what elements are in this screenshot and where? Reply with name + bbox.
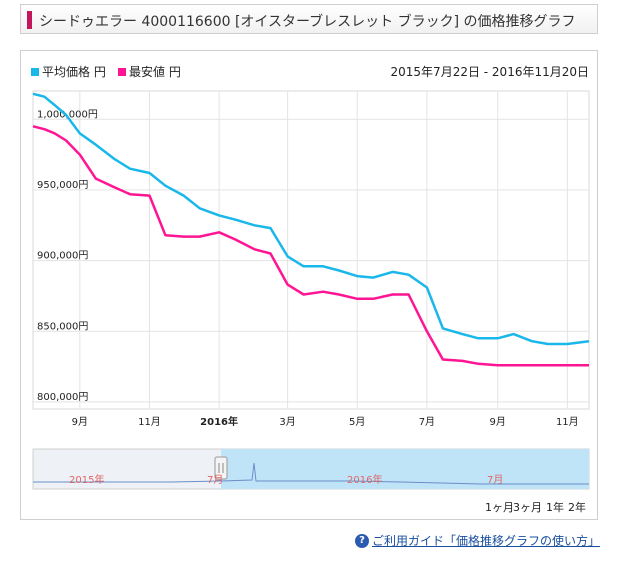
range-button-1y[interactable]: 1年 [546, 500, 564, 514]
navigator-label-jul-2015: 7月 [207, 474, 223, 486]
x-tick-label: 2016年 [200, 415, 238, 428]
x-tick-label: 7月 [419, 416, 435, 428]
x-tick-label: 9月 [72, 416, 88, 428]
navigator-label-2015: 2015年 [69, 473, 104, 486]
y-tick-label: 900,000円 [37, 251, 88, 262]
legend-label-average: 平均価格 円 [42, 64, 106, 79]
legend-swatch-average [31, 68, 39, 76]
price-chart[interactable]: 平均価格 円 最安値 円 2015年7月22日 - 2016年11月20日 80… [21, 51, 599, 521]
range-button-1m[interactable]: 1ヶ月 [485, 501, 514, 514]
help-guide-link-text[interactable]: ご利用ガイド「価格推移グラフの使い方」 [371, 534, 600, 548]
navigator-line [33, 462, 589, 485]
legend-swatch-lowest [118, 68, 126, 76]
range-button-2y[interactable]: 2年 [568, 500, 586, 514]
navigator[interactable]: 2015年 7月 2016年 7月 [32, 448, 590, 490]
title-bar: シードゥエラー 4000116600 [オイスターブレスレット ブラック] の価… [20, 4, 598, 34]
legend-label-lowest: 最安値 円 [129, 64, 181, 79]
x-tick-label: 9月 [489, 416, 505, 428]
series-line-lowest[interactable] [32, 125, 589, 367]
range-buttons: 1ヶ月 3ヶ月 1年 2年 [485, 500, 586, 514]
page-title: シードゥエラー 4000116600 [オイスターブレスレット ブラック] の価… [39, 14, 576, 30]
range-button-3m[interactable]: 3ヶ月 [513, 501, 542, 514]
x-tick-label: 3月 [279, 416, 295, 428]
x-tick-label: 11月 [556, 416, 579, 428]
x-tick-label: 11月 [138, 416, 161, 428]
y-tick-label: 850,000円 [37, 321, 88, 332]
help-icon: ? [354, 533, 369, 548]
help-guide-link[interactable]: ? ご利用ガイド「価格推移グラフの使い方」 [354, 532, 600, 549]
navigator-selection[interactable] [221, 449, 589, 489]
navigator-label-jul-2016: 7月 [487, 474, 503, 486]
y-tick-label: 800,000円 [37, 392, 88, 403]
chart-frame: 平均価格 円 最安値 円 2015年7月22日 - 2016年11月20日 80… [20, 50, 598, 520]
navigator-handle[interactable] [214, 456, 228, 480]
x-tick-label: 5月 [349, 416, 365, 428]
series-line-average[interactable] [32, 92, 590, 346]
title-accent [27, 11, 32, 29]
plot-border [32, 90, 590, 410]
date-range-label: 2015年7月22日 - 2016年11月20日 [391, 65, 589, 79]
y-tick-label: 950,000円 [37, 180, 88, 191]
navigator-label-2016: 2016年 [347, 473, 382, 486]
